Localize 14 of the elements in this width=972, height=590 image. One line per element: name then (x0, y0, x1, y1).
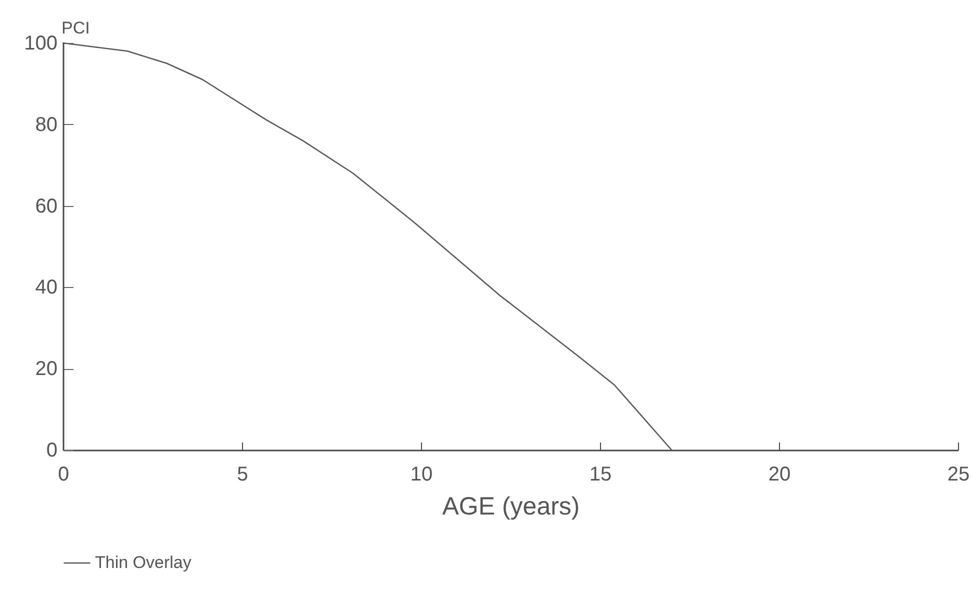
x-tick-label: 20 (768, 464, 791, 486)
x-tick-label: 25 (947, 464, 970, 486)
y-tick-label: 100 (24, 32, 58, 54)
x-tick-label: 15 (589, 464, 612, 486)
y-axis-title: PCI (62, 18, 90, 38)
y-tick-label: 40 (35, 276, 58, 299)
y-tick-label: 20 (35, 358, 58, 380)
x-tick-label: 5 (236, 464, 248, 486)
x-axis-title: AGE (years) (442, 492, 580, 520)
y-tick-label: 60 (35, 195, 58, 218)
legend-label: Thin Overlay (95, 553, 192, 572)
y-tick-label: 0 (46, 440, 58, 462)
x-tick-label: 10 (410, 464, 433, 486)
y-tick-label: 80 (35, 114, 58, 136)
